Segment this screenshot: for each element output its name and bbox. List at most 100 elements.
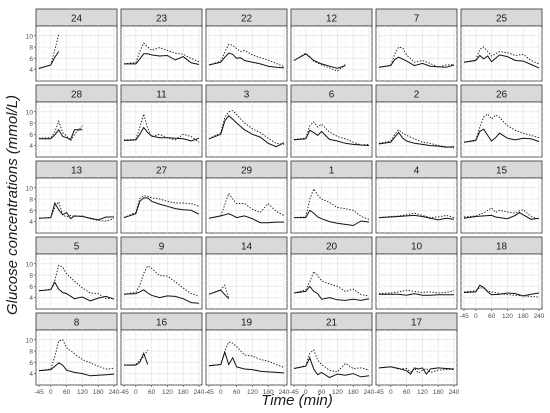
panel-plot-area [35,329,118,386]
panel-27: 27 [120,160,203,234]
series-solid-line [463,211,540,220]
x-tick-label: 180 [93,389,104,396]
panel-label: 2 [414,90,420,101]
panel-label: 29 [241,166,253,177]
series-solid-line [378,366,455,375]
x-tick-label: 180 [263,389,274,396]
x-tick-label: 240 [449,389,460,396]
x-tick-label: 0 [49,389,53,396]
series-dotted-line [208,110,285,145]
x-tick-label: 120 [77,389,88,396]
panel-plot-area [120,253,203,310]
panel-3: 3 [205,84,288,158]
panel-plot-area [35,253,118,310]
x-tick-label: 120 [162,389,173,396]
panel-22: 22 [205,8,288,82]
panel-plot-area [290,101,373,158]
y-tick-label: 4 [29,295,33,302]
series-solid-line [123,289,200,304]
panel-label: 10 [411,242,423,253]
panel-4: 4 [375,160,458,234]
panel-9: 9 [120,236,203,310]
series-dotted-line [293,187,370,220]
panel-23: 23 [120,8,203,82]
panel-plot-area [205,177,288,234]
panel-label: 23 [156,14,168,25]
series-solid-line [38,201,114,221]
x-tick-label: -45 [34,389,44,396]
series-dotted-line [463,113,540,143]
panel-label: 12 [326,14,338,25]
x-tick-label: 60 [403,389,411,396]
panel-label: 18 [496,242,508,253]
series-dotted-line [38,200,115,222]
x-tick-label: 60 [318,389,326,396]
series-dotted-line [38,119,83,142]
y-axis-label: Glucose concentrations (mmol/L) [4,95,21,315]
x-tick-label: 0 [304,389,308,396]
series-solid-line [378,56,455,68]
x-tick-label: 0 [219,389,223,396]
panel-plot-area [205,25,288,82]
panel-21: 21 -45 0 60 120 180 240 [289,312,375,396]
y-tick-label: 6 [29,284,33,291]
series-solid-line [378,214,455,221]
panel-11: 11 [120,84,203,158]
x-tick-label: -45 [119,389,129,396]
panel-12: 12 [290,8,373,82]
y-tick-label: 10 [26,337,34,344]
series-solid-line [208,52,285,69]
x-tick-label: -45 [459,313,469,320]
series-solid-line [208,114,285,148]
series-dotted-line [293,270,370,297]
panel-20: 20 [290,236,373,310]
panel-plot-area [120,329,203,386]
panel-plot-area [205,329,288,386]
x-tick-label: 240 [194,389,205,396]
panel-label: 7 [414,14,420,25]
series-solid-line [293,129,370,147]
x-tick-label: 180 [518,313,529,320]
panel-plot-area [120,101,203,158]
series-solid-line [123,126,200,142]
panel-label: 24 [71,14,83,25]
panel-6: 6 [290,84,373,158]
panel-label: 3 [244,90,250,101]
panel-plot-area [35,25,118,82]
series-dotted-line [463,46,540,65]
series-solid-line [379,293,454,296]
panel-1: 1 [290,160,373,234]
series-dotted-line [378,289,455,295]
panel-label: 1 [329,166,335,177]
x-tick-label: -45 [374,389,384,396]
series-dotted-line [123,195,200,219]
y-tick-label: 8 [29,273,33,280]
x-tick-label: 240 [279,389,290,396]
x-tick-label: 60 [63,389,71,396]
series-solid-line [293,285,370,301]
series-solid-line [208,213,284,224]
series-solid-line [208,289,230,300]
panel-plot-area [375,253,458,310]
x-tick-label: 60 [488,313,496,320]
series-dotted-line [123,112,200,143]
x-axis-label: Time (min) [261,392,333,409]
y-tick-label: 4 [29,219,33,226]
x-tick-label: 120 [417,389,428,396]
y-tick-label: 6 [29,56,33,63]
panel-29: 29 [205,160,288,234]
x-tick-label: 60 [233,389,241,396]
panel-label: 15 [496,166,508,177]
x-tick-label: 120 [502,313,513,320]
y-tick-label: 4 [29,67,33,74]
panel-19: 19 -45 0 60 120 180 240 [204,312,290,396]
series-dotted-line [293,349,370,373]
series-dotted-line [208,192,285,219]
panel-plot-area [290,253,373,310]
series-solid-line [378,131,455,148]
x-tick-label: 0 [134,389,138,396]
panel-26: 26 [460,84,543,158]
panel-25: 25 [460,8,543,82]
panel-plot-area [205,101,288,158]
panel-plot-area [120,25,203,82]
